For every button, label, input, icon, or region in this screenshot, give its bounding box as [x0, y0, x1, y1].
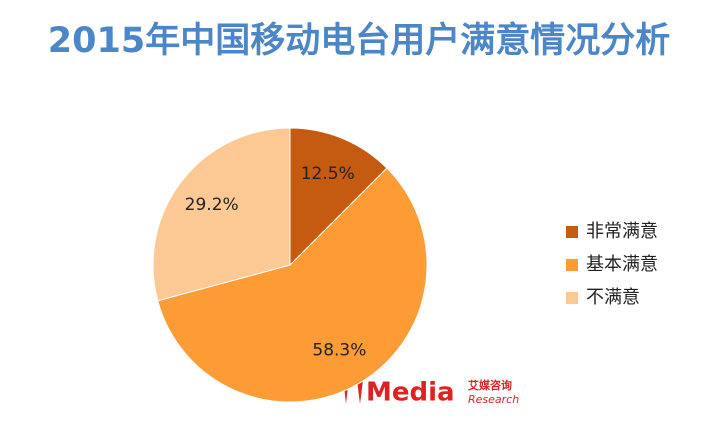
legend-swatch — [566, 292, 578, 304]
legend-label: 不满意 — [586, 287, 640, 308]
legend-label: 基本满意 — [586, 254, 658, 275]
watermark-cn: 艾媒咨询 — [468, 378, 512, 392]
pie-slice — [152, 127, 291, 302]
data-label: 58.3% — [312, 340, 366, 360]
pie-slice — [289, 127, 388, 267]
watermark-brand: Media — [366, 378, 455, 408]
watermark-en: Research — [468, 393, 519, 406]
legend-label: 非常满意 — [586, 221, 658, 242]
legend-swatch — [566, 259, 578, 271]
chart-title: 2015年中国移动电台用户满意情况分析 — [48, 21, 670, 61]
data-label: 29.2% — [185, 195, 239, 215]
data-label: 12.5% — [301, 164, 355, 184]
legend-swatch — [566, 226, 578, 238]
pie-slice — [157, 167, 428, 403]
